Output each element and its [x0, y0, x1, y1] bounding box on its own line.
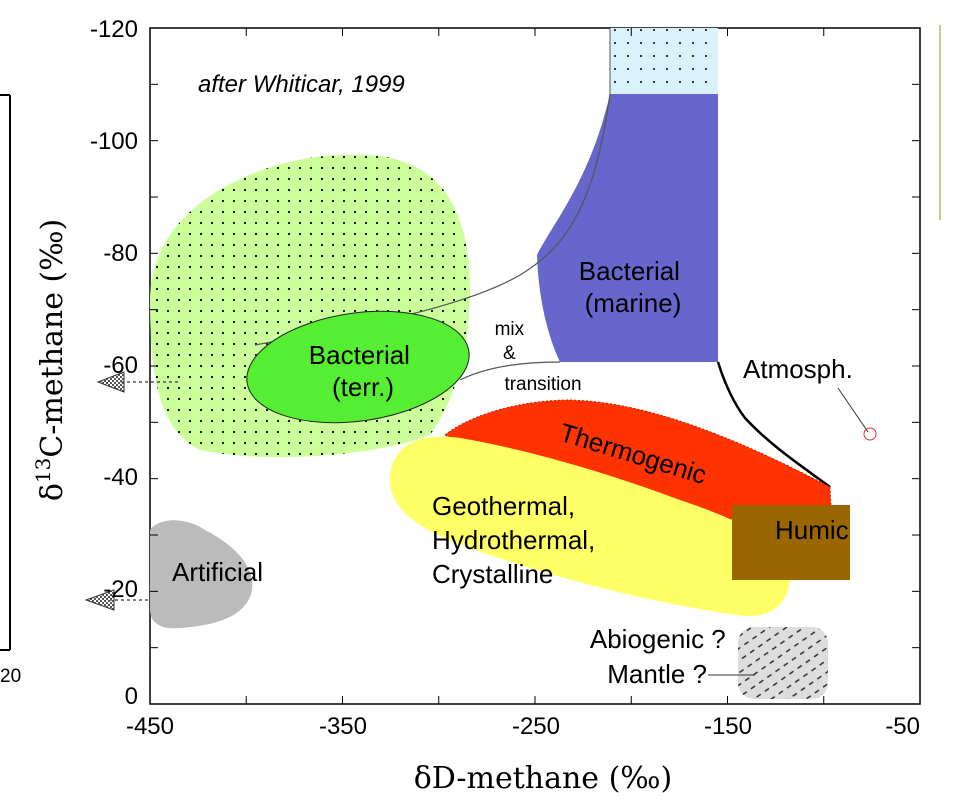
region-geothermal	[390, 436, 791, 617]
label-line: Hydrothermal,	[432, 525, 595, 555]
label-line: Abiogenic ?	[590, 624, 726, 654]
cropped-left-frame: 20	[0, 94, 21, 687]
label-line: Geothermal,	[432, 491, 575, 521]
arrow-terrestrial	[96, 371, 178, 393]
x-tick-label: -50	[885, 713, 920, 740]
y-axis-title-sup: 13	[31, 458, 55, 483]
y-axis-title-rest: C-methane (‰)	[35, 219, 70, 458]
label-humic: Humic	[775, 515, 849, 545]
label-line: transition	[504, 374, 581, 395]
label-line: &	[503, 343, 516, 364]
x-tick-label: -350	[319, 713, 367, 740]
boundary-line-thermogenic	[716, 361, 831, 489]
y-tick-label: -60	[103, 352, 138, 379]
axis-ticks	[149, 27, 921, 705]
atmospheric-marker	[863, 427, 877, 441]
y-tick-label: -40	[103, 464, 138, 491]
region-marine-upper-dots	[610, 28, 718, 94]
label-line: (terr.)	[332, 372, 394, 402]
y-tick-label: -80	[103, 240, 138, 267]
label-abiogenic: Abiogenic ? Mantle ?	[590, 624, 733, 689]
mix-boundary-lower	[459, 361, 561, 381]
label-line: mix	[495, 319, 525, 340]
atmospheric-pointer	[837, 387, 869, 433]
label-artificial: Artificial	[172, 557, 263, 587]
region-bacterial-marine	[537, 94, 718, 362]
x-axis-title: δD-methane (‰)	[414, 761, 673, 796]
label-line: Bacterial	[579, 256, 680, 286]
x-tick-label: -150	[704, 713, 752, 740]
region-abiogenic-pattern	[738, 627, 828, 699]
regions	[150, 28, 850, 699]
y-tick-labels: -120 -100 -80 -60 -40 -20 0	[90, 16, 138, 710]
x-tick-labels: -450 -350 -250 -150 -50	[126, 713, 920, 740]
y-tick-label: -100	[90, 128, 138, 155]
x-tick-label: -250	[512, 713, 560, 740]
label-line: Crystalline	[432, 559, 553, 589]
label-line: Mantle ?	[607, 659, 707, 689]
y-tick-label: -120	[90, 16, 138, 43]
label-bacterial-terrestrial: Bacterial (terr.)	[309, 340, 417, 402]
region-artificial	[150, 520, 253, 629]
region-thermogenic	[444, 399, 833, 528]
label-line: Bacterial	[309, 340, 410, 370]
label-bacterial-marine: Bacterial (marine)	[579, 256, 687, 318]
y-tick-label: 0	[125, 683, 138, 710]
label-mix-transition: mix & transition	[495, 319, 582, 395]
y-axis-title: δ13C-methane (‰)	[31, 219, 70, 501]
region-bacterial-terrestrial	[246, 310, 470, 424]
y-axis-title-prefix: δ	[35, 483, 70, 501]
label-atmospheric: Atmosph.	[743, 354, 853, 384]
arrow-artificial	[84, 589, 148, 611]
y-tick-label: -20	[103, 576, 138, 603]
label-line: (marine)	[585, 288, 682, 318]
source-note: after Whiticar, 1999	[198, 71, 405, 98]
label-geothermal: Geothermal, Hydrothermal, Crystalline	[432, 491, 603, 589]
x-tick-label: -450	[126, 713, 174, 740]
cropped-left-label: 20	[0, 666, 21, 687]
region-humic	[732, 505, 850, 580]
